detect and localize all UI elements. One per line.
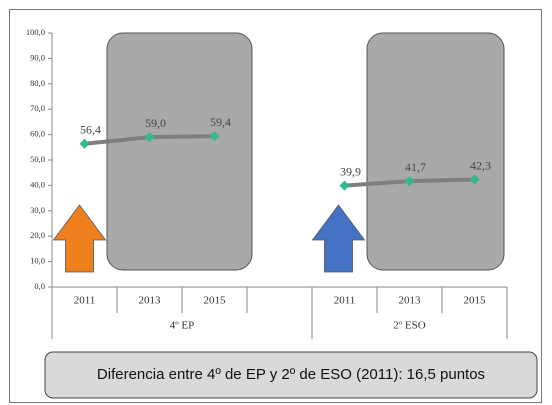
group-label: 2º ESO: [393, 320, 425, 332]
highlight-panel: [106, 32, 253, 271]
y-tick-label: 50,0: [30, 154, 45, 164]
marker: [209, 131, 220, 142]
y-tick-label: 0,0: [34, 281, 45, 291]
marker: [339, 180, 350, 191]
y-tick-label: 80,0: [30, 78, 45, 88]
y-tick-label: 90,0: [30, 52, 45, 62]
y-tick-label: 100,0: [26, 27, 45, 37]
x-tick-label: 2011: [74, 295, 96, 307]
marker: [469, 174, 480, 185]
data-label: 42,3: [470, 158, 491, 172]
data-label: 39,9: [340, 164, 361, 178]
data-label: 56,4: [80, 122, 101, 136]
arrow: [311, 204, 366, 273]
y-tick-label: 40,0: [30, 179, 45, 189]
data-label: 59,4: [210, 115, 231, 129]
annotation-box: [44, 351, 538, 399]
arrow: [52, 204, 107, 273]
x-tick-label: 2013: [399, 295, 422, 307]
marker: [144, 132, 155, 143]
x-tick-label: 2015: [204, 295, 227, 307]
group-label: 4º EP: [170, 320, 195, 332]
y-tick-label: 30,0: [30, 205, 45, 215]
y-tick-label: 70,0: [30, 103, 45, 113]
y-tick-label: 10,0: [30, 256, 45, 266]
highlight-panel: [366, 32, 505, 271]
y-tick-label: 60,0: [30, 129, 45, 139]
marker: [79, 138, 90, 149]
data-label: 59,0: [145, 116, 166, 130]
annotation: Diferencia entre 4º de EP y 2º de ESO (2…: [97, 366, 485, 383]
x-tick-label: 2011: [334, 295, 356, 307]
x-tick-label: 2013: [139, 295, 162, 307]
marker: [404, 176, 415, 187]
y-tick-label: 20,0: [30, 230, 45, 240]
data-label: 41,7: [405, 160, 426, 174]
x-tick-label: 2015: [464, 295, 487, 307]
